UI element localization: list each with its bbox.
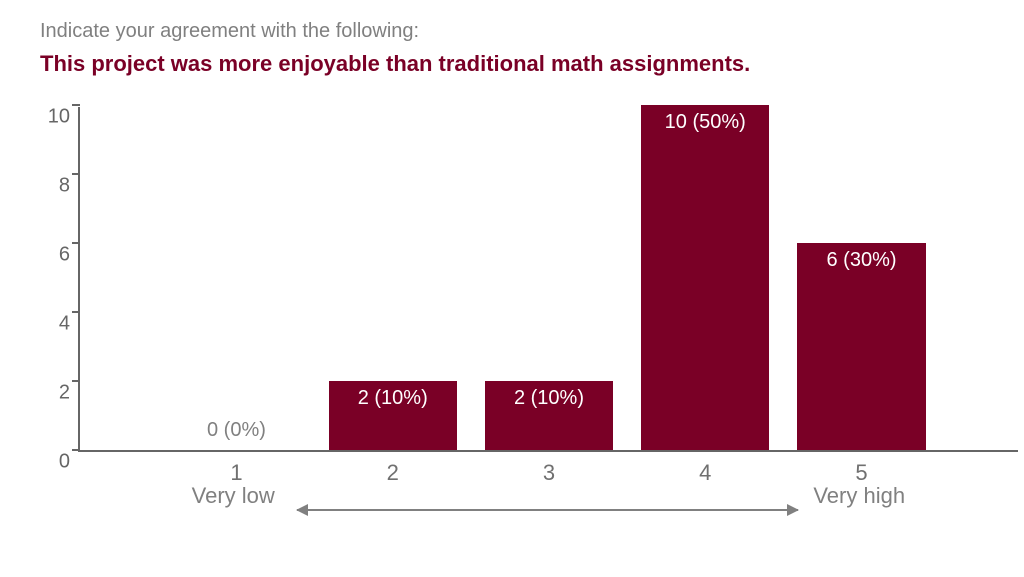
bar-slot: 10 (50%) [627, 107, 783, 450]
y-tick-mark [72, 311, 80, 313]
x-tick-label: 2 [315, 460, 471, 486]
y-tick-label: 0 [40, 451, 80, 474]
scale-low-label: Very low [192, 483, 275, 509]
chart-subtitle: Indicate your agreement with the followi… [40, 20, 984, 43]
bar: 6 (30%) [797, 243, 925, 450]
y-tick-label: 4 [40, 313, 80, 336]
y-tick-label: 6 [40, 244, 80, 267]
bar-slot: 0 (0%) [158, 107, 314, 450]
bar-chart: 0 (0%)2 (10%)2 (10%)10 (50%)6 (30%) 1234… [40, 107, 984, 552]
bar: 2 (10%) [329, 381, 457, 450]
bar-value-label: 0 (0%) [207, 419, 266, 442]
scale-high-label: Very high [813, 483, 905, 509]
y-tick-label: 2 [40, 382, 80, 405]
x-axis-labels: 12345 [80, 450, 1018, 486]
chart-title: This project was more enjoyable than tra… [40, 51, 984, 77]
plot-area: 0 (0%)2 (10%)2 (10%)10 (50%)6 (30%) 1234… [78, 107, 1018, 452]
y-tick-label: 10 [40, 106, 80, 129]
y-tick-mark [72, 242, 80, 244]
x-tick-label: 3 [471, 460, 627, 486]
y-tick-mark [72, 380, 80, 382]
bar-slot: 2 (10%) [471, 107, 627, 450]
y-tick-mark [72, 104, 80, 106]
y-tick-label: 8 [40, 175, 80, 198]
bar: 10 (50%) [641, 105, 769, 450]
bars-container: 0 (0%) 2 (10%) 2 (10%) 10 (50%) 6 (30%) [80, 107, 1018, 450]
bar: 2 (10%) [485, 381, 613, 450]
y-tick-mark [72, 449, 80, 451]
bar-value-label: 2 (10%) [358, 387, 428, 410]
bar-slot: 2 (10%) [315, 107, 471, 450]
bar-slot: 6 (30%) [783, 107, 939, 450]
bar-value-label: 10 (50%) [665, 111, 746, 134]
bar-value-label: 2 (10%) [514, 387, 584, 410]
scale-arrow-icon [297, 509, 799, 511]
x-tick-label: 4 [627, 460, 783, 486]
y-tick-mark [72, 173, 80, 175]
bar-value-label: 6 (30%) [827, 249, 897, 272]
